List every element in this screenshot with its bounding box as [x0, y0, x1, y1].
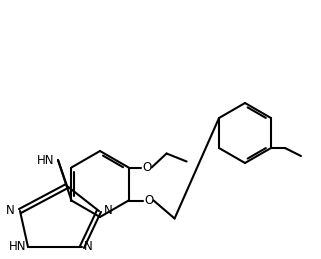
Text: N: N	[84, 241, 93, 254]
Text: HN: HN	[37, 154, 54, 167]
Text: N: N	[6, 205, 15, 218]
Text: O: O	[144, 194, 153, 207]
Text: N: N	[104, 205, 113, 218]
Text: O: O	[142, 161, 151, 174]
Text: HN: HN	[8, 241, 26, 254]
